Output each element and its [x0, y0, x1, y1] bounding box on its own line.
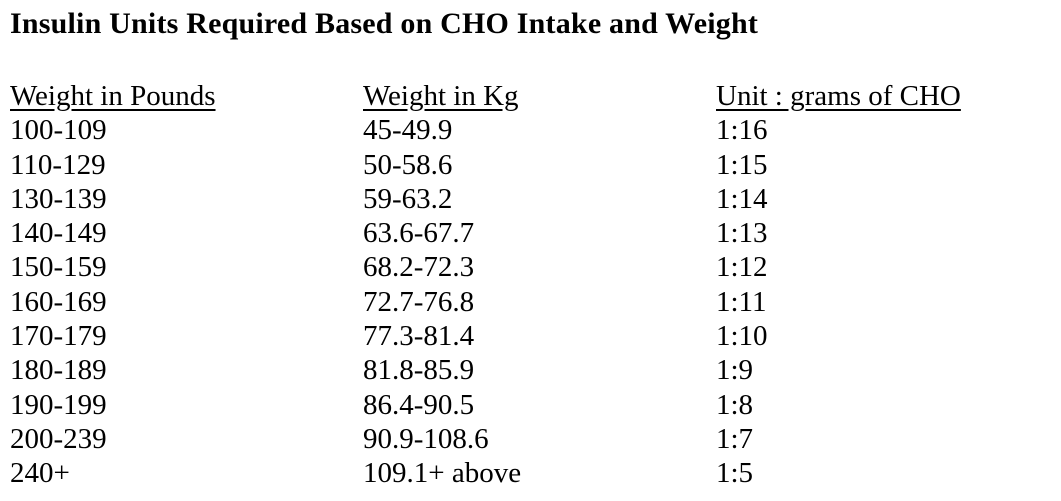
table-row: 140-149 63.6-67.7 1:13 — [10, 216, 1050, 250]
column-header-pounds: Weight in Pounds — [10, 80, 216, 112]
table-row: 130-139 59-63.2 1:14 — [10, 182, 1050, 216]
cell-kg: 81.8-85.9 — [363, 354, 475, 387]
cell-pounds: 160-169 — [10, 285, 107, 318]
cell-kg: 86.4-90.5 — [363, 388, 475, 421]
cell-pounds: 100-109 — [10, 114, 107, 147]
table-row: 100-109 45-49.9 1:16 — [10, 113, 1050, 147]
column-header-ratio: Unit : grams of CHO — [716, 80, 961, 112]
cell-ratio: 1:12 — [716, 251, 768, 284]
cell-kg: 72.7-76.8 — [363, 285, 475, 318]
cell-pounds: 200-239 — [10, 422, 107, 455]
cell-pounds: 240+ — [10, 457, 70, 490]
cell-pounds: 150-159 — [10, 251, 107, 284]
table-row: 240+ 109.1+ above 1:5 — [10, 456, 1050, 490]
page-title: Insulin Units Required Based on CHO Inta… — [10, 7, 759, 40]
cell-ratio: 1:9 — [716, 354, 754, 387]
cell-ratio: 1:13 — [716, 217, 768, 250]
cell-pounds: 140-149 — [10, 217, 107, 250]
cell-ratio: 1:16 — [716, 114, 768, 147]
table-row: 150-159 68.2-72.3 1:12 — [10, 250, 1050, 284]
cell-kg: 90.9-108.6 — [363, 422, 489, 455]
cell-pounds: 180-189 — [10, 354, 107, 387]
column-header-kg: Weight in Kg — [363, 80, 519, 112]
cell-ratio: 1:5 — [716, 457, 754, 490]
cell-ratio: 1:7 — [716, 422, 754, 455]
spacer — [10, 42, 1061, 79]
cell-kg: 77.3-81.4 — [363, 320, 475, 353]
cell-kg: 63.6-67.7 — [363, 217, 475, 250]
cell-pounds: 130-139 — [10, 182, 107, 215]
table-body: 100-109 45-49.9 1:16 110-129 50-58.6 1:15 130-… — [10, 113, 1050, 490]
table-row: 170-179 77.3-81.4 1:10 — [10, 319, 1050, 353]
table-row: 110-129 50-58.6 1:15 — [10, 148, 1050, 182]
cell-pounds: 170-179 — [10, 320, 107, 353]
cell-ratio: 1:8 — [716, 388, 754, 421]
cell-ratio: 1:15 — [716, 148, 768, 181]
cell-ratio: 1:14 — [716, 182, 768, 215]
table-row: 160-169 72.7-76.8 1:11 — [10, 285, 1050, 319]
cell-kg: 109.1+ above — [363, 457, 522, 490]
cell-kg: 45-49.9 — [363, 114, 453, 147]
table-row: 190-199 86.4-90.5 1:8 — [10, 388, 1050, 422]
cell-pounds: 190-199 — [10, 388, 107, 421]
cell-pounds: 110-129 — [10, 148, 106, 181]
table-header-row: Weight in Pounds Weight in Kg Unit : gra… — [10, 79, 1050, 113]
cell-kg: 50-58.6 — [363, 148, 453, 181]
weight-table: Weight in Pounds Weight in Kg Unit : gra… — [10, 79, 1050, 491]
cell-kg: 59-63.2 — [363, 182, 453, 215]
cell-kg: 68.2-72.3 — [363, 251, 475, 284]
cell-ratio: 1:11 — [716, 285, 767, 318]
table-row: 180-189 81.8-85.9 1:9 — [10, 353, 1050, 387]
cell-ratio: 1:10 — [716, 320, 768, 353]
table-row: 200-239 90.9-108.6 1:7 — [10, 422, 1050, 456]
